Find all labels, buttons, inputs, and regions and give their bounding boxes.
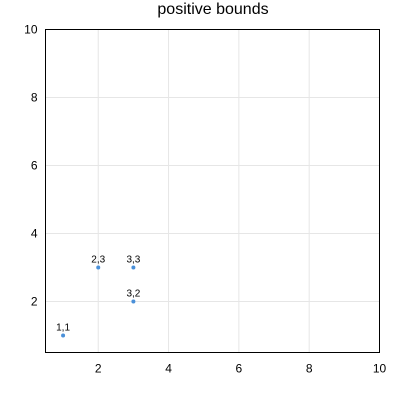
plot-area: [45, 29, 380, 353]
x-axis-ticks: 2 4 6 8 10: [95, 362, 387, 376]
x-tick-label: 6: [236, 362, 243, 376]
y-tick-label: 4: [31, 227, 38, 241]
y-tick-label: 10: [24, 23, 38, 37]
x-tick-label: 4: [165, 362, 172, 376]
data-point: [131, 265, 136, 270]
y-tick-label: 2: [31, 295, 38, 309]
point-label: 3,2: [126, 289, 140, 300]
y-axis-ticks: 2 4 6 8 10: [24, 23, 38, 309]
point-label: 1,1: [56, 323, 70, 334]
chart-title: positive bounds: [157, 1, 268, 18]
data-point: [96, 265, 101, 270]
data-point: [131, 299, 136, 304]
y-tick-label: 8: [31, 91, 38, 105]
x-tick-label: 2: [95, 362, 102, 376]
x-tick-label: 10: [373, 362, 387, 376]
y-tick-label: 6: [31, 159, 38, 173]
grid-lines: [45, 29, 380, 353]
data-points: 1,1 2,3 3,3 3,2: [56, 255, 141, 338]
x-tick-label: 8: [306, 362, 313, 376]
point-label: 2,3: [91, 255, 105, 266]
data-point: [61, 333, 66, 338]
point-label: 3,3: [126, 255, 140, 266]
